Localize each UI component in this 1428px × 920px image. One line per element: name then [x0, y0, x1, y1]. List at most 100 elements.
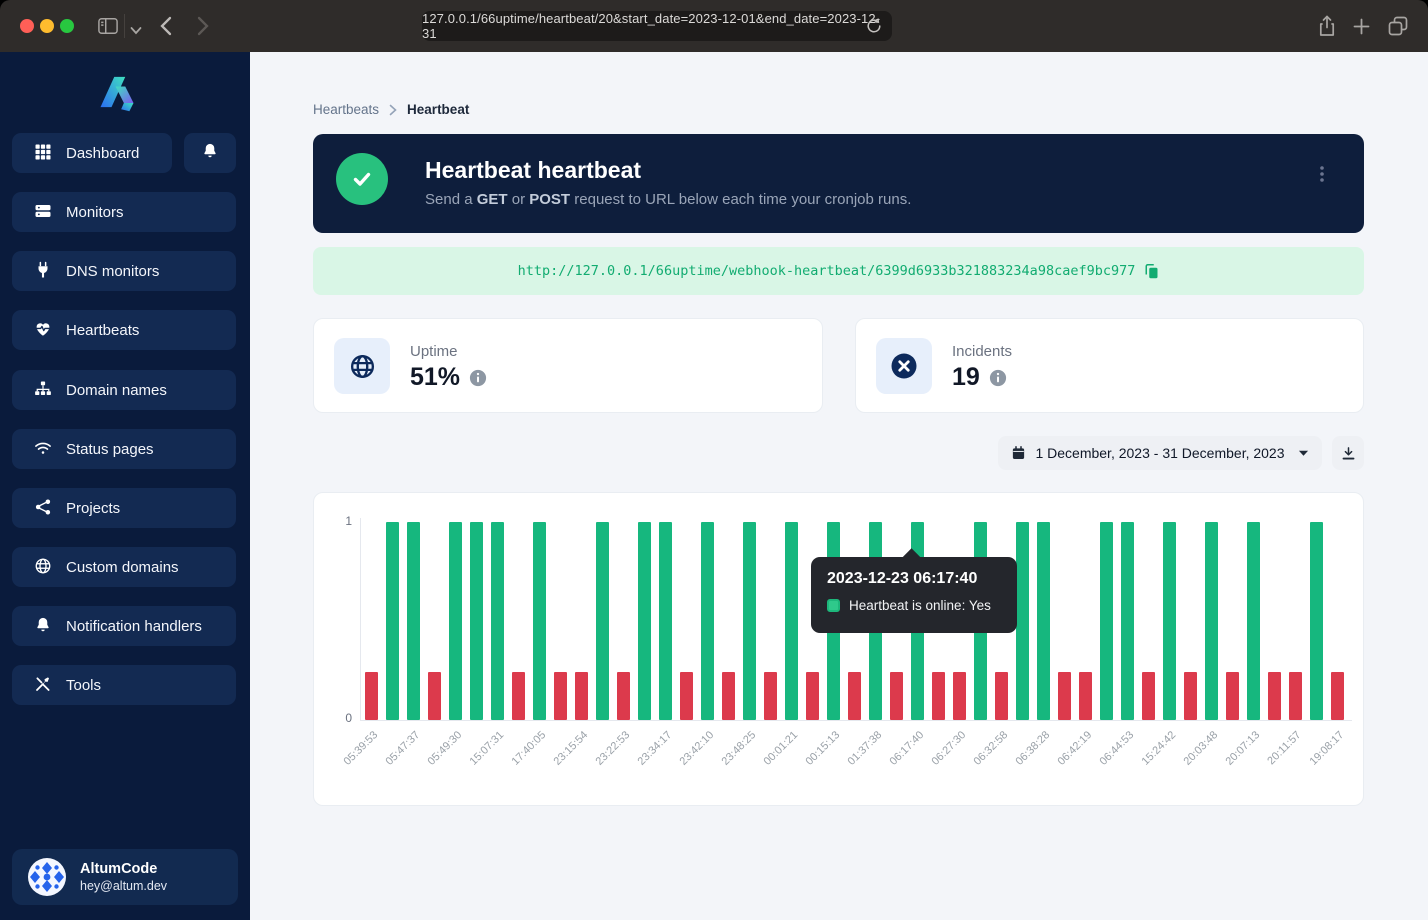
- heartbeat-bar[interactable]: [1163, 522, 1176, 720]
- download-chart-button[interactable]: [1332, 436, 1364, 470]
- close-button[interactable]: [20, 19, 34, 33]
- heartbeat-bar[interactable]: [1037, 522, 1050, 720]
- heartbeat-bar[interactable]: [1121, 522, 1134, 720]
- heartbeat-bar[interactable]: [1142, 672, 1155, 720]
- heartbeat-bar[interactable]: [617, 672, 630, 720]
- heartbeat-bar[interactable]: [449, 522, 462, 720]
- heartbeat-bar[interactable]: [1247, 522, 1260, 720]
- heartbeat-bar[interactable]: [722, 672, 735, 720]
- x-tick-label: 19:08:17: [1307, 729, 1346, 768]
- heartbeat-bar[interactable]: [638, 522, 651, 720]
- page-title: Heartbeat heartbeat: [425, 157, 642, 183]
- heartbeat-bar[interactable]: [1058, 672, 1071, 720]
- heartbeat-bar[interactable]: [890, 672, 903, 720]
- sidebar-item-status-pages[interactable]: Status pages: [12, 429, 236, 469]
- heartbeat-bar[interactable]: [701, 522, 714, 720]
- x-tick-label: 05:47:37: [383, 729, 422, 768]
- sidebar-item-heartbeats[interactable]: Heartbeats: [12, 310, 236, 350]
- sidebar-item-dashboard[interactable]: Dashboard: [12, 133, 172, 173]
- sidebar-item-dns-monitors[interactable]: DNS monitors: [12, 251, 236, 291]
- copy-icon[interactable]: [1144, 263, 1159, 280]
- chevron-right-icon: [389, 104, 397, 116]
- address-bar[interactable]: 127.0.0.1/66uptime/heartbeat/20&start_da…: [422, 11, 892, 41]
- server-icon: [34, 202, 54, 222]
- heartbeat-bar[interactable]: [1079, 672, 1092, 720]
- zoom-button[interactable]: [60, 19, 74, 33]
- share-icon[interactable]: [1318, 15, 1336, 42]
- heartbeat-bar[interactable]: [1310, 522, 1323, 720]
- user-card[interactable]: AltumCode hey@altum.dev: [12, 849, 238, 905]
- sidebar-item-projects[interactable]: Projects: [12, 488, 236, 528]
- sidebar-item-label: Notification handlers: [66, 617, 202, 635]
- x-tick-label: 23:48:25: [719, 729, 758, 768]
- app-logo-icon[interactable]: [95, 68, 139, 121]
- url-text: 127.0.0.1/66uptime/heartbeat/20&start_da…: [422, 11, 881, 41]
- heartbeat-bar[interactable]: [932, 672, 945, 720]
- heartbeat-bar[interactable]: [1016, 522, 1029, 720]
- heartbeat-bar[interactable]: [386, 522, 399, 720]
- heartbeat-bar[interactable]: [680, 672, 693, 720]
- browser-chrome: 127.0.0.1/66uptime/heartbeat/20&start_da…: [0, 0, 1428, 52]
- sidebar-item-monitors[interactable]: Monitors: [12, 192, 236, 232]
- forward-icon[interactable]: [197, 16, 209, 41]
- heartbeat-bar[interactable]: [575, 672, 588, 720]
- heartbeat-bar[interactable]: [806, 672, 819, 720]
- heartbeat-bar[interactable]: [1100, 522, 1113, 720]
- heartbeat-bar[interactable]: [1289, 672, 1302, 720]
- sidebar-item-label: Monitors: [66, 203, 124, 221]
- heartbeat-bar[interactable]: [764, 672, 777, 720]
- heartbeat-bar[interactable]: [596, 522, 609, 720]
- heartbeat-bar[interactable]: [953, 672, 966, 720]
- sidebar: Dashboard Monitors DNS monitors Heartbea…: [0, 52, 250, 920]
- notifications-button[interactable]: [184, 133, 236, 173]
- incidents-card: Incidents 19: [855, 318, 1364, 413]
- breadcrumb-heartbeats-link[interactable]: Heartbeats: [313, 102, 380, 117]
- heartbeat-bar[interactable]: [1205, 522, 1218, 720]
- sidebar-item-label: Custom domains: [66, 558, 179, 576]
- heartbeat-bar[interactable]: [491, 522, 504, 720]
- heartbeat-bar[interactable]: [428, 672, 441, 720]
- heartbeat-bar[interactable]: [533, 522, 546, 720]
- back-icon[interactable]: [160, 16, 172, 41]
- x-axis-line: [360, 720, 1352, 721]
- heartbeat-bar[interactable]: [1184, 672, 1197, 720]
- user-name: AltumCode: [80, 861, 158, 877]
- breadcrumb-current: Heartbeat: [407, 102, 470, 117]
- refresh-icon[interactable]: [866, 17, 882, 40]
- sidebar-item-notification-handlers[interactable]: Notification handlers: [12, 606, 236, 646]
- date-range-picker[interactable]: 1 December, 2023 - 31 December, 2023: [998, 436, 1322, 470]
- sidebar-toggle-icon[interactable]: [97, 16, 119, 41]
- x-tick-label: 23:34:17: [635, 729, 674, 768]
- x-tick-label: 20:03:48: [1181, 729, 1220, 768]
- tab-overview-icon[interactable]: [1388, 16, 1408, 41]
- chart-tooltip: 2023-12-23 06:17:40 Heartbeat is online:…: [811, 557, 1017, 633]
- x-tick-label: 01:37:38: [845, 729, 884, 768]
- chevron-down-icon[interactable]: [130, 22, 142, 40]
- heartbeat-bar[interactable]: [1226, 672, 1239, 720]
- heartbeat-bar[interactable]: [365, 672, 378, 720]
- heartbeat-bar[interactable]: [470, 522, 483, 720]
- minimize-button[interactable]: [40, 19, 54, 33]
- heartbeat-bar[interactable]: [785, 522, 798, 720]
- heartbeat-bar[interactable]: [1331, 672, 1344, 720]
- ellipsis-menu-icon[interactable]: [1310, 162, 1334, 186]
- info-icon[interactable]: [469, 369, 487, 387]
- heartbeat-bar[interactable]: [659, 522, 672, 720]
- globe-icon: [334, 338, 390, 394]
- sidebar-item-tools[interactable]: Tools: [12, 665, 236, 705]
- x-tick-label: 06:17:40: [887, 729, 926, 768]
- sidebar-item-domain-names[interactable]: Domain names: [12, 370, 236, 410]
- caret-down-icon: [1298, 449, 1309, 457]
- sidebar-item-label: Domain names: [66, 381, 167, 399]
- heartbeat-bar[interactable]: [995, 672, 1008, 720]
- heartbeat-bar[interactable]: [407, 522, 420, 720]
- sidebar-item-label: Dashboard: [66, 144, 140, 162]
- info-icon[interactable]: [989, 369, 1007, 387]
- new-tab-icon[interactable]: [1353, 18, 1370, 40]
- heartbeat-bar[interactable]: [848, 672, 861, 720]
- sidebar-item-custom-domains[interactable]: Custom domains: [12, 547, 236, 587]
- heartbeat-bar[interactable]: [743, 522, 756, 720]
- heartbeat-bar[interactable]: [554, 672, 567, 720]
- heartbeat-bar[interactable]: [1268, 672, 1281, 720]
- heartbeat-bar[interactable]: [512, 672, 525, 720]
